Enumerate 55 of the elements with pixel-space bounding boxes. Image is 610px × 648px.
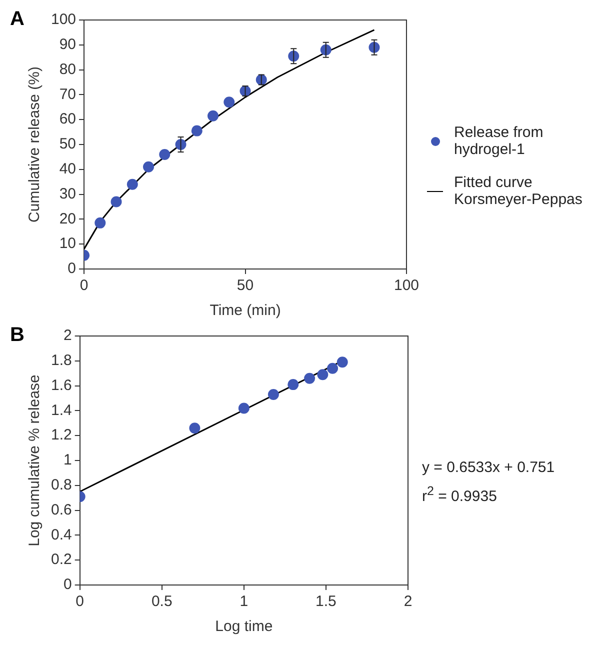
y-tick-label: 60 xyxy=(59,110,76,128)
point xyxy=(288,379,299,390)
x-tick-label: 0.5 xyxy=(151,593,172,610)
x-tick-label: 1 xyxy=(240,593,248,610)
chart-title: B xyxy=(10,324,24,347)
y-tick-label: 0 xyxy=(64,576,72,594)
x-tick-label: 1.5 xyxy=(316,593,336,610)
point xyxy=(94,217,106,228)
point xyxy=(159,148,170,160)
text: y = 0.6533x + 0.751 xyxy=(422,459,556,476)
legend-label: Release from hydrogel-1 xyxy=(454,124,544,158)
y-tick-label: 2 xyxy=(64,327,72,344)
y-tick-label: 1 xyxy=(64,452,72,469)
y-tick-label: 1.6 xyxy=(50,376,72,394)
y-tick-label: 0.8 xyxy=(50,476,72,494)
y-tick-label: 1.2 xyxy=(50,426,72,444)
y-tick-label: 50 xyxy=(59,136,76,153)
y-tick-label: 0.4 xyxy=(50,526,72,544)
legend-label: Fitted curve Korsmeyer-Peppas xyxy=(454,174,584,208)
chart-title: A xyxy=(10,8,24,31)
x-tick-label: 100 xyxy=(394,277,419,294)
point xyxy=(336,356,348,368)
point xyxy=(224,96,235,108)
y-axis-title: Cumulative release (%) xyxy=(26,66,44,222)
x-axis-title: Time (min) xyxy=(210,302,281,320)
point xyxy=(327,362,338,374)
point xyxy=(110,196,122,208)
x-tick-label: 2 xyxy=(404,593,412,610)
point xyxy=(189,422,200,434)
y-tick-label: 1.8 xyxy=(50,352,72,370)
point xyxy=(304,372,316,384)
y-tick-label: 0.6 xyxy=(50,501,72,518)
y-tick-label: 90 xyxy=(59,36,76,54)
point xyxy=(126,178,138,190)
point xyxy=(191,125,202,136)
point xyxy=(143,161,154,172)
y-tick-label: 1.4 xyxy=(50,402,72,419)
y-tick-label: 10 xyxy=(59,235,76,252)
y-tick-label: 40 xyxy=(59,160,76,178)
y-tick-label: 80 xyxy=(59,60,76,78)
y-axis-title: Log cumulative % release xyxy=(26,374,44,546)
text: r$^{2}$ = 0.9935 xyxy=(422,484,498,505)
y-tick-label: 0 xyxy=(68,260,76,278)
y-tick-label: 70 xyxy=(59,86,76,103)
y-tick-label: 100 xyxy=(50,11,76,28)
point xyxy=(238,402,250,414)
x-tick-label: 50 xyxy=(236,277,254,294)
point xyxy=(317,369,328,380)
point xyxy=(208,110,219,122)
point xyxy=(268,389,279,400)
y-tick-label: 20 xyxy=(59,210,76,228)
x-tick-label: 0 xyxy=(80,277,88,294)
x-axis-title: Log time xyxy=(215,618,273,636)
y-tick-label: 0.2 xyxy=(50,551,72,568)
y-tick-label: 30 xyxy=(59,185,76,202)
